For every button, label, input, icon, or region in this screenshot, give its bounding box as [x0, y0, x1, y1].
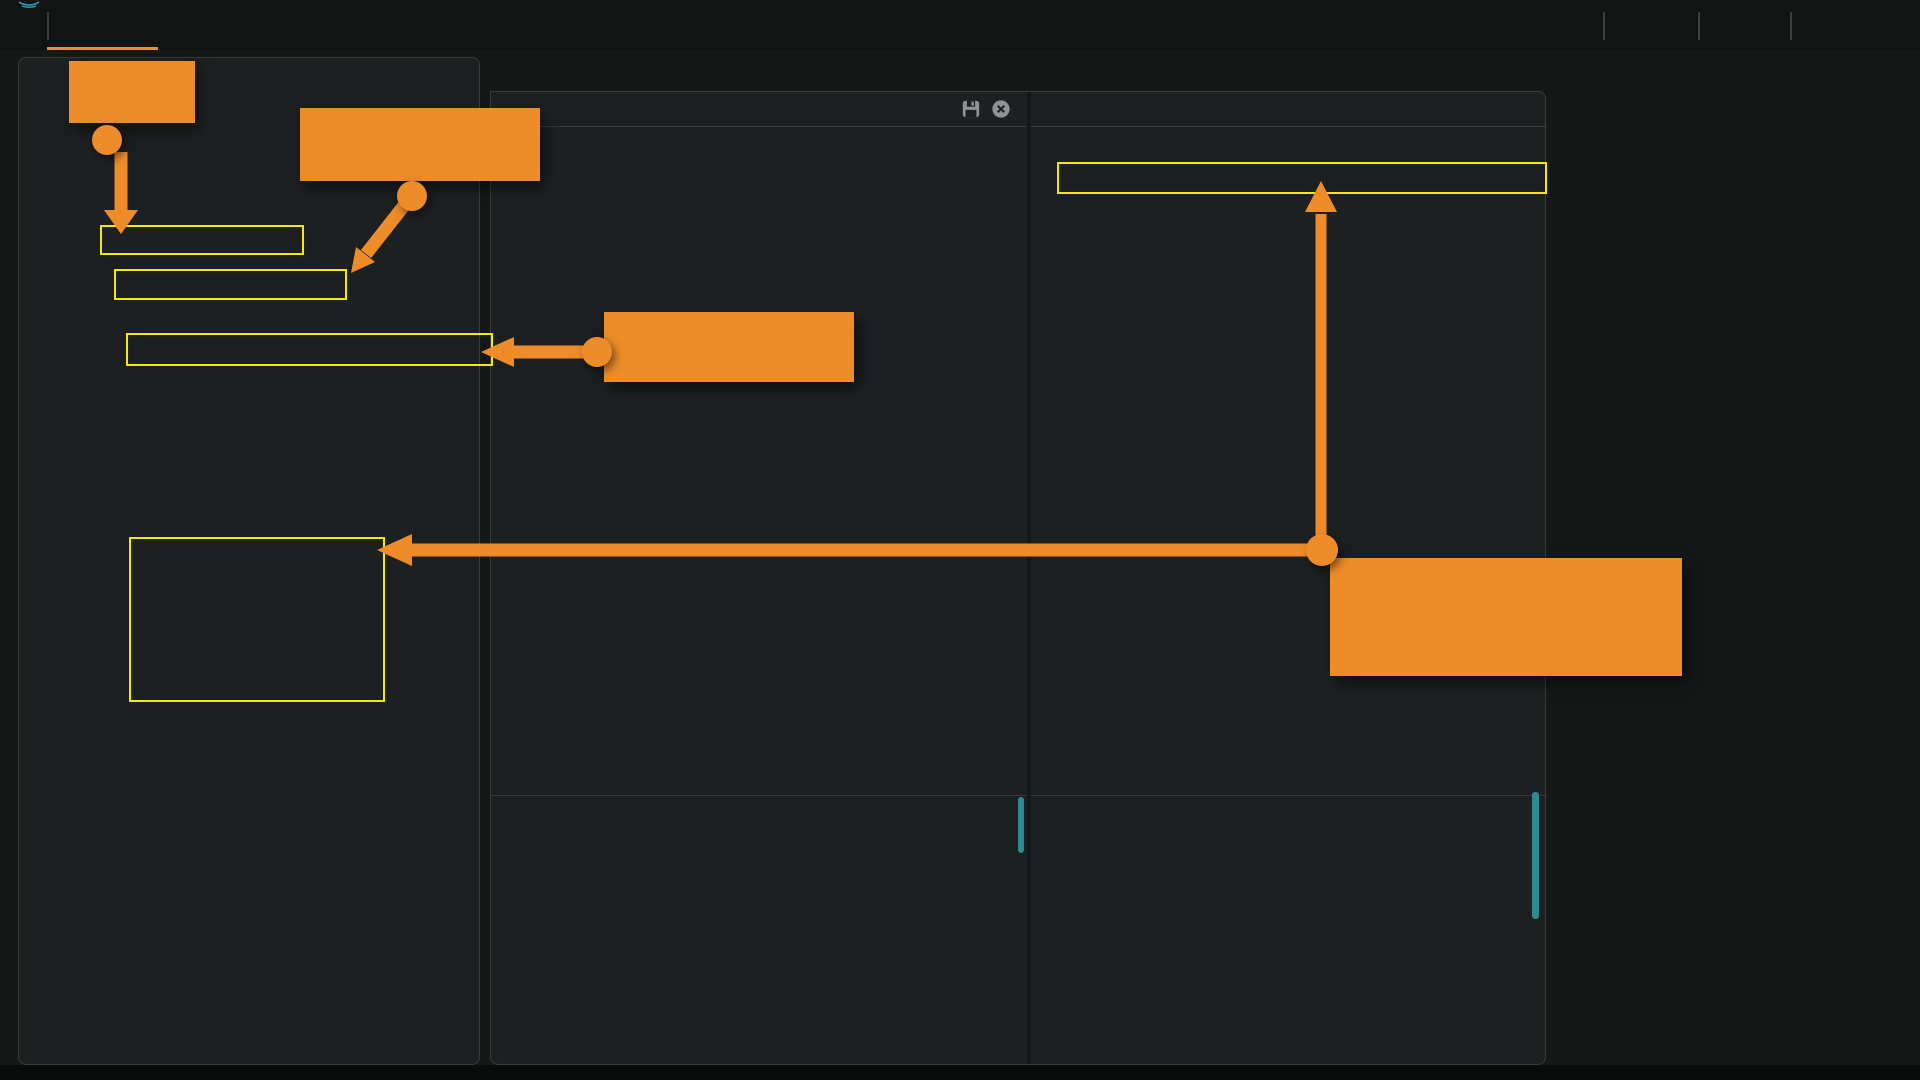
context-breadcrumb — [700, 0, 798, 50]
step-help-panel — [513, 804, 1005, 1059]
toolbar-divider — [1790, 12, 1792, 40]
toolbar-divider — [1603, 12, 1605, 40]
header-separator — [491, 126, 1027, 127]
save-button[interactable] — [961, 99, 981, 119]
panel-divider — [1027, 92, 1031, 1064]
top-bar — [0, 0, 1920, 50]
callout-number-4 — [1306, 534, 1338, 566]
help-separator — [491, 795, 1027, 796]
callout-number-2 — [397, 181, 427, 211]
callout-box-4 — [1330, 558, 1682, 676]
header-separator — [1031, 126, 1547, 127]
callout-box-3 — [604, 312, 854, 382]
scrollbar-thumb[interactable] — [1532, 792, 1539, 919]
grooper-logo[interactable] — [14, 1, 44, 44]
callout-number-1 — [92, 125, 122, 155]
logo-laurel-icon — [18, 1, 40, 8]
callout-box-1 — [69, 61, 195, 123]
scrollbar-thumb[interactable] — [1018, 797, 1024, 853]
toolbar-divider — [47, 12, 49, 40]
active-page-underline — [47, 47, 158, 50]
close-icon[interactable] — [991, 99, 1011, 119]
help-separator — [1031, 795, 1547, 796]
classify-help-panel — [1046, 803, 1498, 1059]
callout-number-3 — [582, 337, 612, 367]
callout-box-2 — [300, 108, 540, 181]
bottom-strip — [0, 1065, 1920, 1080]
toolbar-divider — [1698, 12, 1700, 40]
